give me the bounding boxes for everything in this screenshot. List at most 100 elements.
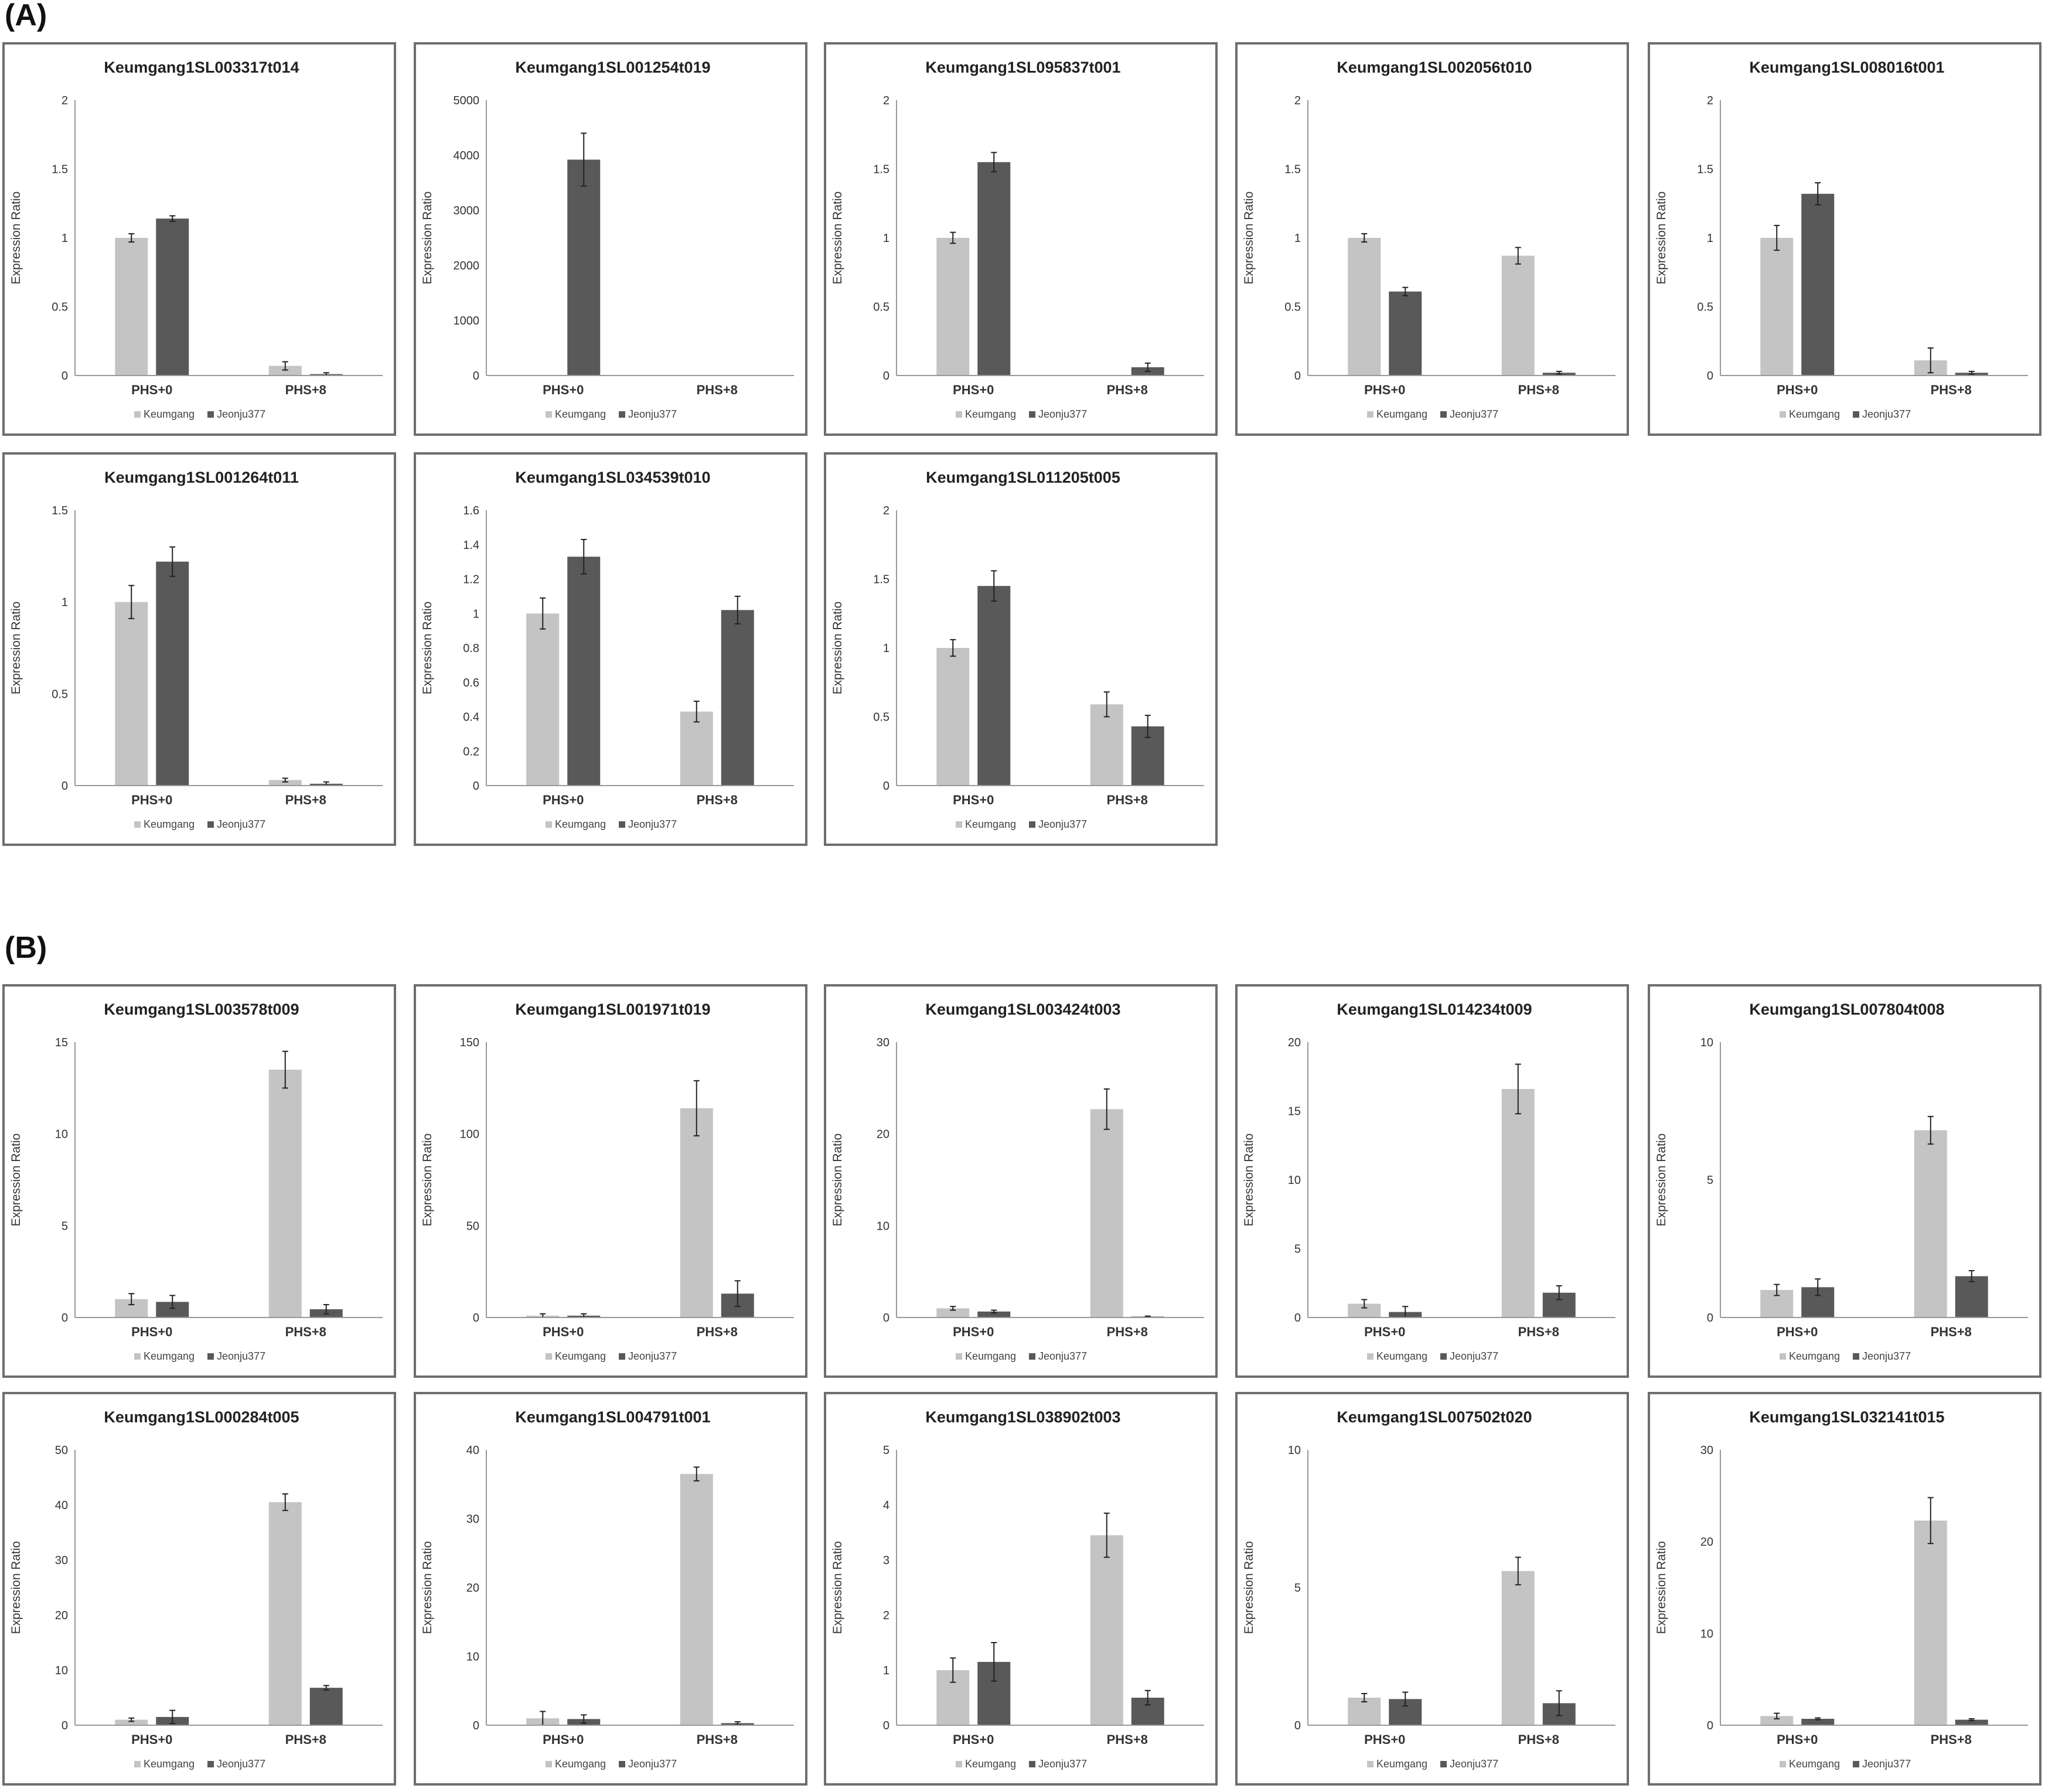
bar-keumgang-phs8 [268, 780, 302, 786]
chart-panel: Keumgang1SL038902t003 Expression Ratio 0 1 2… [824, 1392, 1218, 1786]
chart-panel: Keumgang1SL003578t009 Expression Ratio 0 5 1… [2, 984, 396, 1378]
legend-swatch-jeonju377 [207, 821, 214, 828]
chart-panel: Keumgang1SL002056t010 Expression Ratio 0 0.… [1235, 42, 1629, 436]
section-label-a: (A) [5, 0, 47, 32]
bar-keumgang-phs8 [268, 1070, 302, 1317]
bar-jeonju377-phs0 [977, 1311, 1011, 1317]
y-tick-label: 0 [1707, 1719, 1713, 1732]
bar-jeonju377-phs0 [156, 561, 189, 786]
x-category-label: PHS+0 [543, 793, 584, 807]
y-axis-label: Expression Ratio [9, 192, 23, 285]
chart-svg: Keumgang1SL038902t003 Expression Ratio 0 1 2… [831, 1408, 1204, 1770]
legend-label-keumgang: Keumgang [1376, 1758, 1427, 1770]
bar-jeonju377-phs0 [1801, 193, 1835, 376]
y-tick-label: 1000 [454, 315, 480, 327]
chart-panel: Keumgang1SL014234t009 Expression Ratio 0 5 1… [1235, 984, 1629, 1378]
chart-title: Keumgang1SL032141t015 [1749, 1408, 1944, 1426]
y-tick-label: 30 [466, 1513, 479, 1526]
bar-jeonju377-phs8 [309, 1688, 343, 1725]
y-tick-label: 30 [1700, 1444, 1713, 1457]
y-tick-label: 0.5 [873, 301, 889, 314]
y-tick-label: 0 [1707, 1312, 1713, 1325]
legend-swatch-keumgang [546, 821, 552, 828]
y-tick-label: 15 [55, 1036, 68, 1049]
y-tick-label: 10 [55, 1664, 68, 1677]
y-tick-label: 4 [883, 1499, 889, 1512]
legend-label-keumgang: Keumgang [144, 1758, 195, 1770]
y-tick-label: 40 [55, 1499, 68, 1512]
legend-swatch-jeonju377 [207, 1353, 214, 1360]
bar-jeonju377-phs0 [156, 219, 189, 376]
chart-svg: Keumgang1SL008016t001 Expression Ratio 0 0.… [1655, 59, 2028, 420]
x-category-label: PHS+8 [697, 793, 738, 807]
legend-label-keumgang: Keumgang [1789, 1758, 1840, 1770]
chart-panel: Keumgang1SL000284t005 Expression Ratio 0 10… [2, 1392, 396, 1786]
y-axis-label: Expression Ratio [831, 602, 844, 695]
x-category-label: PHS+8 [1107, 793, 1148, 807]
legend-swatch-jeonju377 [1029, 1761, 1035, 1767]
y-tick-label: 5 [1294, 1243, 1301, 1256]
y-tick-label: 50 [55, 1444, 68, 1457]
y-tick-label: 0.4 [463, 711, 479, 724]
y-axis-label: Expression Ratio [9, 1541, 23, 1634]
bar-keumgang-phs0 [115, 1719, 148, 1725]
bar-jeonju377-phs0 [977, 162, 1011, 376]
chart-svg: Keumgang1SL034539t010 Expression Ratio 0 0.… [421, 469, 794, 830]
legend-swatch-keumgang [956, 411, 962, 418]
chart-title: Keumgang1SL004791t001 [515, 1408, 710, 1426]
chart-svg: Keumgang1SL014234t009 Expression Ratio 0 5 1… [1242, 1001, 1615, 1362]
bar-keumgang-phs8 [680, 1108, 713, 1317]
legend-swatch-jeonju377 [619, 1353, 625, 1360]
x-category-label: PHS+8 [697, 1325, 738, 1339]
chart-panel: Keumgang1SL001971t019 Expression Ratio 0 50… [414, 984, 807, 1378]
y-tick-label: 5 [1707, 1174, 1713, 1187]
bar-keumgang-phs0 [936, 1308, 970, 1317]
y-tick-label: 0 [473, 370, 479, 383]
bar-keumgang-phs8 [1914, 1130, 1947, 1317]
bar-keumgang-phs8 [268, 366, 302, 376]
chart-panel: Keumgang1SL001264t011 Expression Ratio 0 0.… [2, 452, 396, 846]
chart-panel: Keumgang1SL003317t014 Expression Ratio 0 0.… [2, 42, 396, 436]
y-tick-label: 0 [62, 1312, 68, 1325]
legend-label-keumgang: Keumgang [965, 1350, 1016, 1362]
legend-label-jeonju377: Jeonju377 [1038, 1758, 1087, 1770]
y-axis-label: Expression Ratio [421, 602, 434, 695]
x-category-label: PHS+0 [1777, 383, 1818, 397]
x-category-label: PHS+8 [1931, 1732, 1972, 1747]
y-tick-label: 0 [883, 370, 889, 383]
y-tick-label: 20 [55, 1609, 68, 1622]
chart-svg: Keumgang1SL001254t019 Expression Ratio 0 10… [421, 59, 794, 420]
legend-label-jeonju377: Jeonju377 [1450, 1350, 1498, 1362]
y-tick-label: 1.5 [52, 163, 68, 176]
bar-keumgang-phs8 [1501, 1571, 1535, 1725]
chart-panel: Keumgang1SL011205t005 Expression Ratio 0 0.… [824, 452, 1218, 846]
chart-panel: Keumgang1SL008016t001 Expression Ratio 0 0.… [1648, 42, 2041, 436]
legend-swatch-keumgang [956, 821, 962, 828]
legend-label-jeonju377: Jeonju377 [217, 818, 265, 830]
y-axis-label: Expression Ratio [831, 1541, 844, 1634]
y-axis-label: Expression Ratio [421, 1541, 434, 1634]
legend-label-jeonju377: Jeonju377 [1862, 1350, 1911, 1362]
legend-label-keumgang: Keumgang [1789, 408, 1840, 420]
chart-title: Keumgang1SL034539t010 [515, 469, 710, 486]
legend-swatch-jeonju377 [1440, 1761, 1447, 1767]
legend-swatch-jeonju377 [1029, 411, 1035, 418]
bar-keumgang-phs0 [1348, 1303, 1381, 1317]
bar-keumgang-phs0 [1760, 238, 1794, 376]
x-category-label: PHS+0 [953, 383, 994, 397]
legend-swatch-jeonju377 [619, 821, 625, 828]
y-tick-label: 0 [62, 780, 68, 793]
x-category-label: PHS+0 [1364, 1732, 1405, 1747]
bar-keumgang-phs8 [1914, 1520, 1947, 1725]
y-tick-label: 10 [1700, 1627, 1713, 1640]
x-category-label: PHS+8 [697, 1732, 738, 1747]
y-tick-label: 0 [883, 1719, 889, 1732]
y-tick-label: 1 [62, 596, 68, 609]
chart-title: Keumgang1SL001971t019 [515, 1001, 710, 1018]
chart-svg: Keumgang1SL004791t001 Expression Ratio 0 10… [421, 1408, 794, 1770]
y-tick-label: 10 [466, 1651, 479, 1664]
chart-svg: Keumgang1SL000284t005 Expression Ratio 0 10… [9, 1408, 383, 1770]
chart-title: Keumgang1SL000284t005 [104, 1408, 299, 1426]
y-axis-label: Expression Ratio [1655, 1134, 1668, 1227]
bar-keumgang-phs0 [115, 238, 148, 376]
